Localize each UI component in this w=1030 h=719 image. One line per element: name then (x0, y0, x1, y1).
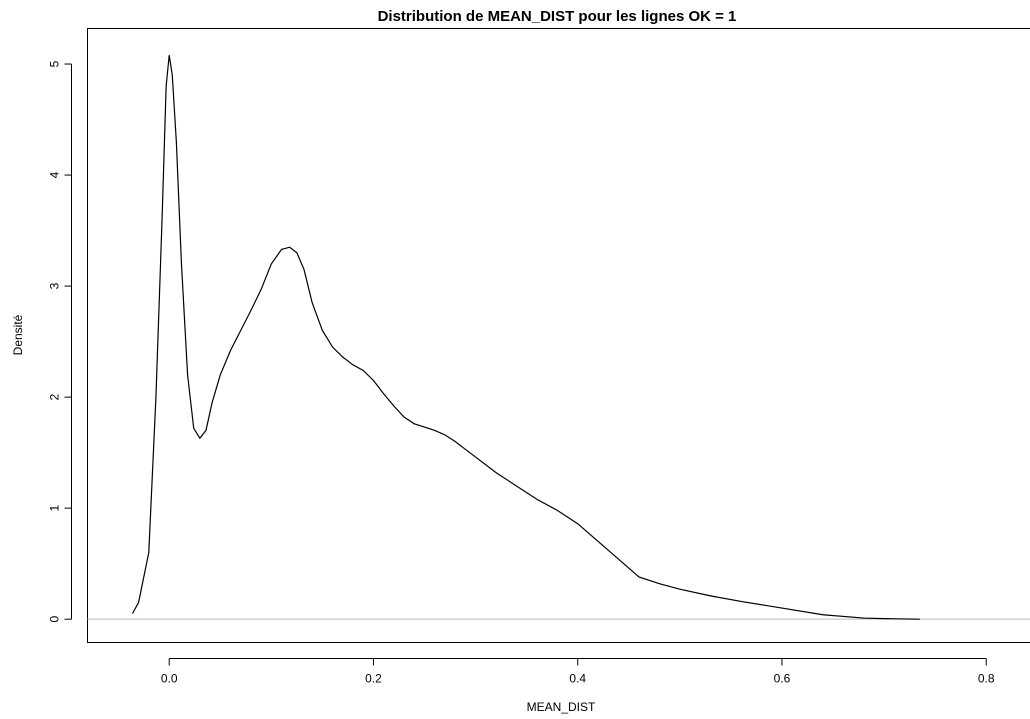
x-tick-label: 0.8 (978, 672, 995, 686)
x-tick-label: 0.2 (365, 672, 382, 686)
y-tick-label: 1 (48, 504, 62, 511)
x-axis-label: MEAN_DIST (527, 700, 596, 714)
x-axis: 0.0 0.2 0.4 0.6 0.8 (161, 658, 995, 686)
density-curve (131, 55, 920, 620)
y-tick-label: 3 (48, 282, 62, 289)
y-tick-label: 4 (48, 171, 62, 178)
y-tick-label: 5 (48, 60, 62, 67)
chart-title: Distribution de MEAN_DIST pour les ligne… (378, 8, 737, 25)
y-tick-label: 0 (48, 616, 62, 623)
x-tick-label: 0.0 (161, 672, 178, 686)
plot-frame (87, 28, 1030, 643)
y-axis-label: Densité (11, 314, 25, 355)
y-axis: 0 1 2 3 4 5 (48, 60, 72, 623)
x-tick-label: 0.4 (569, 672, 586, 686)
y-tick-label: 2 (48, 393, 62, 400)
x-tick-label: 0.6 (774, 672, 791, 686)
